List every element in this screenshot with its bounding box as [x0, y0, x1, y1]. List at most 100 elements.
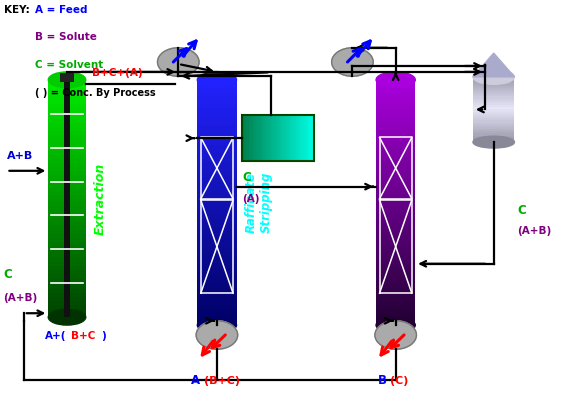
Bar	[376, 293, 415, 297]
Bar	[49, 159, 86, 163]
Bar	[376, 108, 415, 112]
Bar	[49, 238, 86, 242]
Bar	[245, 116, 247, 161]
Bar	[376, 121, 415, 125]
Bar	[49, 202, 86, 206]
Bar	[376, 317, 415, 321]
Ellipse shape	[376, 317, 415, 333]
Bar	[49, 104, 86, 108]
Bar	[376, 149, 415, 153]
Bar	[473, 94, 514, 96]
Bar	[265, 116, 267, 161]
Bar	[197, 100, 236, 104]
Bar	[473, 88, 514, 90]
Bar	[49, 143, 86, 147]
Text: (A+B): (A+B)	[517, 226, 551, 236]
Bar	[376, 211, 415, 215]
Bar	[197, 137, 236, 141]
Bar	[309, 116, 310, 161]
Bar	[49, 187, 86, 191]
Bar	[49, 84, 86, 88]
Bar	[376, 125, 415, 129]
Bar	[473, 118, 514, 120]
Text: A+(: A+(	[46, 331, 67, 341]
Bar	[376, 256, 415, 260]
Bar	[197, 304, 236, 309]
Text: B+C: B+C	[71, 331, 96, 341]
Bar	[197, 170, 236, 174]
Bar	[197, 272, 236, 276]
Bar	[197, 80, 236, 84]
Bar	[376, 92, 415, 96]
Bar	[376, 219, 415, 223]
Bar	[49, 195, 86, 198]
Bar	[283, 116, 285, 161]
Bar	[49, 285, 86, 289]
Bar	[49, 100, 86, 104]
Bar	[197, 280, 236, 284]
Bar	[49, 214, 86, 218]
Bar	[197, 92, 236, 96]
Bar	[49, 147, 86, 151]
Circle shape	[158, 48, 199, 76]
Text: A = Feed: A = Feed	[35, 5, 88, 15]
Bar	[376, 190, 415, 194]
Bar	[49, 297, 86, 301]
Bar	[197, 112, 236, 117]
Text: (B+C): (B+C)	[204, 376, 240, 386]
Bar	[49, 281, 86, 285]
Bar	[278, 116, 280, 161]
Bar	[376, 198, 415, 202]
Bar	[376, 153, 415, 158]
Bar	[49, 183, 86, 187]
Bar	[197, 194, 236, 198]
Bar	[473, 112, 514, 114]
Bar	[376, 239, 415, 243]
Text: ( ) = Conc. By Process: ( ) = Conc. By Process	[35, 88, 156, 98]
Bar	[376, 158, 415, 162]
Bar	[197, 260, 236, 264]
Bar	[285, 116, 287, 161]
Bar	[473, 138, 514, 140]
Bar	[197, 117, 236, 121]
Bar	[376, 88, 415, 92]
Bar	[376, 178, 415, 182]
Bar	[197, 317, 236, 321]
Bar	[473, 92, 514, 94]
Bar	[376, 309, 415, 313]
Bar	[376, 215, 415, 219]
Bar	[197, 211, 236, 215]
Bar	[376, 272, 415, 276]
Bar	[271, 116, 272, 161]
Bar	[473, 107, 514, 110]
Bar	[376, 268, 415, 272]
Bar	[376, 166, 415, 170]
Bar	[197, 231, 236, 235]
Bar	[376, 297, 415, 301]
Bar	[242, 116, 314, 161]
Bar	[473, 140, 514, 142]
Bar	[288, 116, 290, 161]
Bar	[197, 141, 236, 145]
Ellipse shape	[197, 317, 236, 333]
Text: A: A	[191, 374, 204, 387]
Bar	[49, 274, 86, 278]
Bar	[197, 276, 236, 280]
Bar	[376, 313, 415, 317]
Bar	[376, 112, 415, 117]
Bar	[280, 116, 281, 161]
Bar	[376, 288, 415, 293]
Bar	[473, 125, 514, 127]
Bar	[299, 116, 301, 161]
Bar	[49, 116, 86, 119]
Bar	[376, 117, 415, 121]
Bar	[197, 268, 236, 272]
Bar	[267, 116, 269, 161]
Bar	[197, 158, 236, 162]
Bar	[197, 227, 236, 231]
Bar	[64, 80, 70, 317]
Bar	[376, 321, 415, 325]
Bar	[242, 116, 243, 161]
Bar	[197, 145, 236, 149]
Bar	[197, 223, 236, 227]
